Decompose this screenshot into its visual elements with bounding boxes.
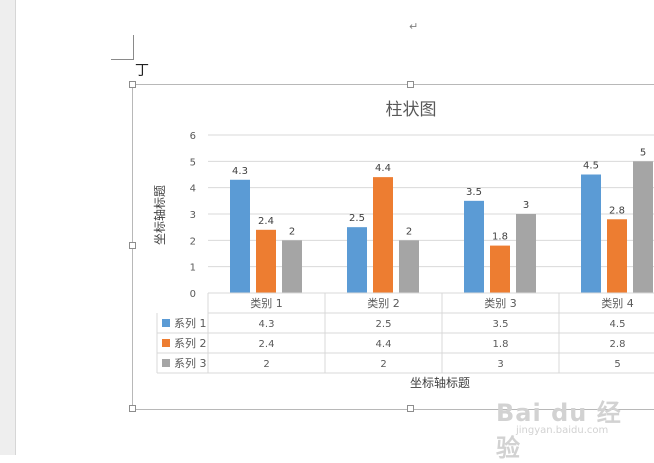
bar <box>282 240 302 293</box>
table-cell: 4.5 <box>610 319 626 330</box>
chart-object[interactable]: 柱状图 0 1 2 3 4 5 6 坐标轴标题 4.3 2.4 2 2.5 4.4 2 3.5 1.8 3 4.5 2… <box>132 84 654 410</box>
bar <box>516 214 536 293</box>
x-category-label: 类别 3 <box>484 296 517 310</box>
table-cell: 2.5 <box>376 319 392 330</box>
baidu-watermark: Bai du 经验 jingyan.baidu.com <box>496 393 646 462</box>
resize-handle-middle-left[interactable] <box>129 242 136 249</box>
bar <box>633 161 653 293</box>
data-label: 4.5 <box>583 161 599 172</box>
table-cell: 3 <box>497 359 503 370</box>
resize-handle-bottom-left[interactable] <box>129 405 136 412</box>
resize-handle-bottom-middle[interactable] <box>407 405 414 412</box>
x-category-label: 类别 4 <box>601 296 634 310</box>
bar <box>399 240 419 293</box>
watermark-url: jingyan.baidu.com <box>516 425 609 436</box>
bar <box>347 227 367 293</box>
bar <box>230 179 250 293</box>
table-cell: 2 <box>263 359 269 370</box>
legend-key <box>162 339 170 347</box>
data-label: 4.4 <box>375 163 391 174</box>
table-cell: 3.5 <box>493 319 509 330</box>
y-tick-label: 4 <box>190 184 196 195</box>
x-category-label: 类别 2 <box>367 296 400 310</box>
data-label: 4.3 <box>232 166 248 177</box>
y-tick-label: 6 <box>190 131 196 142</box>
y-tick-label: 0 <box>190 289 196 300</box>
data-label: 2 <box>289 226 295 237</box>
y-tick-label: 5 <box>190 157 196 168</box>
resize-handle-top-middle[interactable] <box>407 81 414 88</box>
resize-handle-top-left[interactable] <box>129 81 136 88</box>
data-label: 2.8 <box>609 205 625 216</box>
data-label: 3.5 <box>466 187 482 198</box>
bar <box>581 174 601 293</box>
legend-key <box>162 319 170 327</box>
data-label: 2 <box>406 226 412 237</box>
data-label: 5 <box>640 147 646 158</box>
bar <box>256 229 276 293</box>
chart-svg: 柱状图 0 1 2 3 4 5 6 坐标轴标题 4.3 2.4 2 2.5 4.4 2 3.5 1.8 3 4.5 2… <box>152 100 654 390</box>
data-label: 1.8 <box>492 232 508 243</box>
paragraph-mark: ↵ <box>409 20 419 33</box>
table-cell: 2 <box>380 359 386 370</box>
bar <box>607 219 627 293</box>
table-cell: 2.8 <box>610 339 626 350</box>
series-name: 系列 3 <box>174 356 207 370</box>
y-tick-label: 1 <box>190 263 196 274</box>
bar <box>464 200 484 293</box>
text-margin-corner <box>111 35 134 60</box>
legend-key <box>162 359 170 367</box>
table-cell: 5 <box>614 359 620 370</box>
bar <box>373 177 393 293</box>
table-cell: 1.8 <box>493 339 509 350</box>
x-axis-title: 坐标轴标题 <box>410 375 470 390</box>
y-axis-title: 坐标轴标题 <box>152 185 167 245</box>
table-cell: 2.4 <box>259 339 275 350</box>
chart-title: 柱状图 <box>386 100 437 120</box>
series-name: 系列 2 <box>174 336 207 350</box>
y-tick-label: 3 <box>190 210 196 221</box>
table-cell: 4.4 <box>376 339 392 350</box>
series-name: 系列 1 <box>174 316 207 330</box>
x-category-label: 类别 1 <box>250 296 283 310</box>
y-tick-label: 2 <box>190 236 196 247</box>
data-label: 2.5 <box>349 213 365 224</box>
data-label: 3 <box>523 200 529 211</box>
data-label: 2.4 <box>258 216 274 227</box>
bar <box>490 245 510 293</box>
page-left-margin <box>0 0 16 455</box>
table-cell: 4.3 <box>259 319 275 330</box>
text-cursor-mark: 丁 <box>135 63 149 79</box>
